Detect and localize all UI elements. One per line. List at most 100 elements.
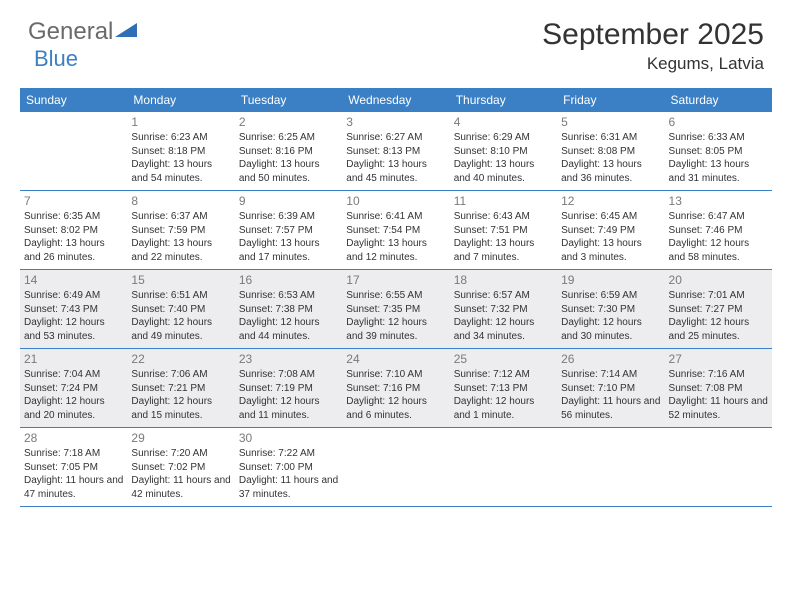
- sunset-line: Sunset: 7:32 PM: [454, 303, 553, 317]
- day-number: 8: [131, 193, 230, 209]
- sunrise-line: Sunrise: 7:01 AM: [669, 289, 768, 303]
- day-number: 24: [346, 351, 445, 367]
- sunset-line: Sunset: 8:08 PM: [561, 145, 660, 159]
- day-number: 18: [454, 272, 553, 288]
- daylight-line: Daylight: 12 hours and 6 minutes.: [346, 395, 445, 422]
- day-cell: 6Sunrise: 6:33 AMSunset: 8:05 PMDaylight…: [665, 112, 772, 190]
- daylight-line: Daylight: 12 hours and 11 minutes.: [239, 395, 338, 422]
- day-number: 22: [131, 351, 230, 367]
- sunset-line: Sunset: 7:43 PM: [24, 303, 123, 317]
- title-block: September 2025 Kegums, Latvia: [542, 18, 764, 74]
- sunrise-line: Sunrise: 6:29 AM: [454, 131, 553, 145]
- day-cell-empty: [20, 112, 127, 190]
- header: General September 2025 Kegums, Latvia: [0, 0, 792, 80]
- day-number: 12: [561, 193, 660, 209]
- daylight-line: Daylight: 12 hours and 58 minutes.: [669, 237, 768, 264]
- month-title: September 2025: [542, 18, 764, 52]
- sunrise-line: Sunrise: 7:10 AM: [346, 368, 445, 382]
- day-number: 14: [24, 272, 123, 288]
- sunrise-line: Sunrise: 6:49 AM: [24, 289, 123, 303]
- day-cell: 22Sunrise: 7:06 AMSunset: 7:21 PMDayligh…: [127, 349, 234, 427]
- day-number: 9: [239, 193, 338, 209]
- daylight-line: Daylight: 12 hours and 30 minutes.: [561, 316, 660, 343]
- day-number: 15: [131, 272, 230, 288]
- week-row: 14Sunrise: 6:49 AMSunset: 7:43 PMDayligh…: [20, 270, 772, 349]
- daylight-line: Daylight: 12 hours and 49 minutes.: [131, 316, 230, 343]
- sunset-line: Sunset: 7:16 PM: [346, 382, 445, 396]
- day-cell-empty: [557, 428, 664, 506]
- sunset-line: Sunset: 7:00 PM: [239, 461, 338, 475]
- daylight-line: Daylight: 12 hours and 53 minutes.: [24, 316, 123, 343]
- daylight-line: Daylight: 13 hours and 50 minutes.: [239, 158, 338, 185]
- sunset-line: Sunset: 7:59 PM: [131, 224, 230, 238]
- daylight-line: Daylight: 12 hours and 1 minute.: [454, 395, 553, 422]
- calendar: SundayMondayTuesdayWednesdayThursdayFrid…: [20, 88, 772, 507]
- day-cell: 30Sunrise: 7:22 AMSunset: 7:00 PMDayligh…: [235, 428, 342, 506]
- daylight-line: Daylight: 13 hours and 36 minutes.: [561, 158, 660, 185]
- sunrise-line: Sunrise: 7:18 AM: [24, 447, 123, 461]
- week-row: 7Sunrise: 6:35 AMSunset: 8:02 PMDaylight…: [20, 191, 772, 270]
- sunrise-line: Sunrise: 7:22 AM: [239, 447, 338, 461]
- sunrise-line: Sunrise: 6:39 AM: [239, 210, 338, 224]
- sunset-line: Sunset: 8:02 PM: [24, 224, 123, 238]
- sunset-line: Sunset: 7:10 PM: [561, 382, 660, 396]
- day-cell-empty: [450, 428, 557, 506]
- day-number: 23: [239, 351, 338, 367]
- day-number: 26: [561, 351, 660, 367]
- day-cell: 2Sunrise: 6:25 AMSunset: 8:16 PMDaylight…: [235, 112, 342, 190]
- daylight-line: Daylight: 12 hours and 20 minutes.: [24, 395, 123, 422]
- daylight-line: Daylight: 13 hours and 40 minutes.: [454, 158, 553, 185]
- week-row: 1Sunrise: 6:23 AMSunset: 8:18 PMDaylight…: [20, 112, 772, 191]
- sunset-line: Sunset: 7:24 PM: [24, 382, 123, 396]
- sunrise-line: Sunrise: 6:27 AM: [346, 131, 445, 145]
- day-number: 19: [561, 272, 660, 288]
- sunset-line: Sunset: 7:46 PM: [669, 224, 768, 238]
- day-header-monday: Monday: [127, 88, 234, 112]
- sunrise-line: Sunrise: 7:20 AM: [131, 447, 230, 461]
- day-number: 11: [454, 193, 553, 209]
- day-number: 2: [239, 114, 338, 130]
- day-cell: 14Sunrise: 6:49 AMSunset: 7:43 PMDayligh…: [20, 270, 127, 348]
- daylight-line: Daylight: 13 hours and 12 minutes.: [346, 237, 445, 264]
- day-cell: 29Sunrise: 7:20 AMSunset: 7:02 PMDayligh…: [127, 428, 234, 506]
- daylight-line: Daylight: 11 hours and 52 minutes.: [669, 395, 768, 422]
- day-number: 13: [669, 193, 768, 209]
- daylight-line: Daylight: 11 hours and 56 minutes.: [561, 395, 660, 422]
- sunset-line: Sunset: 7:21 PM: [131, 382, 230, 396]
- day-cell: 16Sunrise: 6:53 AMSunset: 7:38 PMDayligh…: [235, 270, 342, 348]
- day-number: 10: [346, 193, 445, 209]
- sunset-line: Sunset: 7:38 PM: [239, 303, 338, 317]
- daylight-line: Daylight: 11 hours and 37 minutes.: [239, 474, 338, 501]
- day-cell: 28Sunrise: 7:18 AMSunset: 7:05 PMDayligh…: [20, 428, 127, 506]
- sunrise-line: Sunrise: 7:08 AM: [239, 368, 338, 382]
- sunrise-line: Sunrise: 6:57 AM: [454, 289, 553, 303]
- sunset-line: Sunset: 7:30 PM: [561, 303, 660, 317]
- day-header-saturday: Saturday: [665, 88, 772, 112]
- daylight-line: Daylight: 13 hours and 3 minutes.: [561, 237, 660, 264]
- sunrise-line: Sunrise: 6:59 AM: [561, 289, 660, 303]
- logo-text-blue: Blue: [34, 46, 78, 72]
- day-cell: 13Sunrise: 6:47 AMSunset: 7:46 PMDayligh…: [665, 191, 772, 269]
- sunrise-line: Sunrise: 6:37 AM: [131, 210, 230, 224]
- day-cell: 20Sunrise: 7:01 AMSunset: 7:27 PMDayligh…: [665, 270, 772, 348]
- sunrise-line: Sunrise: 6:33 AM: [669, 131, 768, 145]
- daylight-line: Daylight: 13 hours and 31 minutes.: [669, 158, 768, 185]
- day-cell-empty: [342, 428, 449, 506]
- daylight-line: Daylight: 12 hours and 34 minutes.: [454, 316, 553, 343]
- day-cell: 17Sunrise: 6:55 AMSunset: 7:35 PMDayligh…: [342, 270, 449, 348]
- week-row: 21Sunrise: 7:04 AMSunset: 7:24 PMDayligh…: [20, 349, 772, 428]
- daylight-line: Daylight: 11 hours and 47 minutes.: [24, 474, 123, 501]
- sunrise-line: Sunrise: 6:53 AM: [239, 289, 338, 303]
- day-number: 20: [669, 272, 768, 288]
- day-number: 17: [346, 272, 445, 288]
- day-header-tuesday: Tuesday: [235, 88, 342, 112]
- sunrise-line: Sunrise: 6:35 AM: [24, 210, 123, 224]
- sunrise-line: Sunrise: 7:12 AM: [454, 368, 553, 382]
- sunset-line: Sunset: 8:16 PM: [239, 145, 338, 159]
- day-cell: 24Sunrise: 7:10 AMSunset: 7:16 PMDayligh…: [342, 349, 449, 427]
- daylight-line: Daylight: 11 hours and 42 minutes.: [131, 474, 230, 501]
- day-cell: 23Sunrise: 7:08 AMSunset: 7:19 PMDayligh…: [235, 349, 342, 427]
- day-cell: 18Sunrise: 6:57 AMSunset: 7:32 PMDayligh…: [450, 270, 557, 348]
- daylight-line: Daylight: 13 hours and 45 minutes.: [346, 158, 445, 185]
- sunset-line: Sunset: 8:05 PM: [669, 145, 768, 159]
